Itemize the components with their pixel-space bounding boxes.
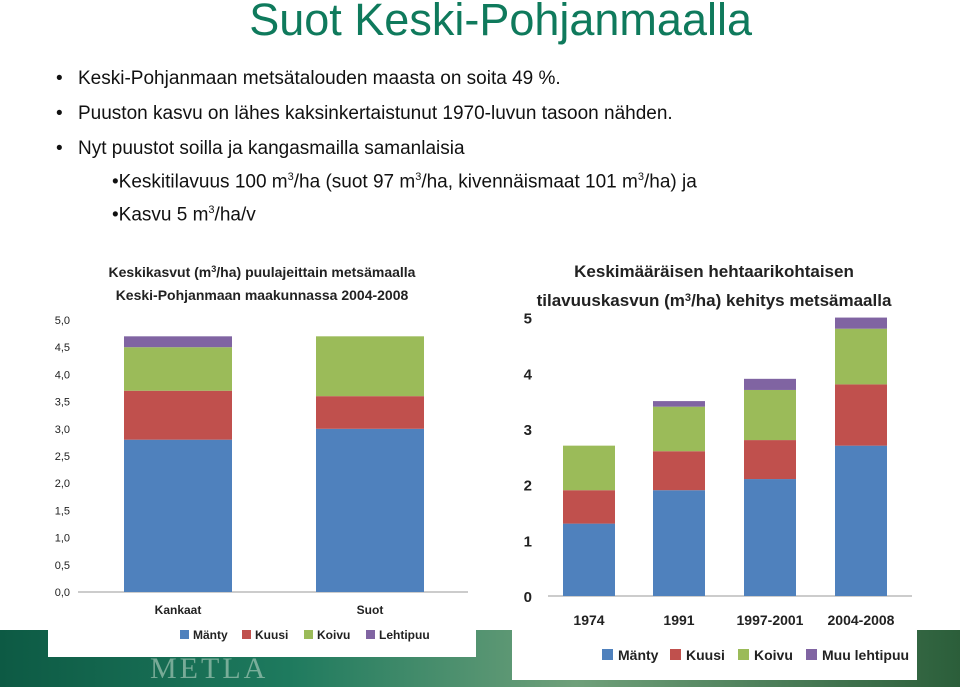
legend-label: Kuusi (255, 628, 288, 642)
bullet-text: Keski-Pohjanmaan metsätalouden maasta on… (78, 68, 561, 89)
y-tick-label: 0,0 (55, 587, 70, 599)
y-tick-label: 3,5 (55, 397, 70, 409)
legend-swatch (670, 649, 681, 660)
y-tick-label: 5,0 (55, 315, 70, 327)
legend-swatch (180, 630, 189, 639)
x-tick-label: 2004-2008 (828, 612, 895, 628)
bullet-dot: • (56, 138, 63, 159)
y-tick-label: 4,0 (55, 369, 70, 381)
sub-bullet-growth: •Kasvu 5 m3/ha/v (112, 204, 256, 226)
y-tick-label: 0,5 (55, 560, 70, 572)
bullet-list: • Keski-Pohjanmaan metsätalouden maasta o… (56, 68, 673, 173)
bar-segment (744, 479, 796, 596)
legend-swatch (304, 630, 313, 639)
bullet-item: • Keski-Pohjanmaan metsätalouden maasta o… (56, 68, 673, 103)
legend-label: Mänty (193, 628, 228, 642)
y-tick-label: 4 (524, 366, 533, 383)
chart-title-line1: Keskikasvut (m3/ha) puulajeittain metsäm… (109, 264, 416, 280)
bar-segment (124, 439, 232, 592)
bar-segment (124, 347, 232, 391)
bar-segment (316, 396, 424, 429)
bullet-item: • Puuston kasvu on lähes kaksinkertaistun… (56, 103, 673, 138)
chart-growth-development: Keskimääräisen hehtaarikohtaisen tilavuus… (524, 262, 912, 663)
x-tick-label: 1991 (663, 612, 694, 628)
bar-segment (316, 336, 424, 397)
y-tick-label: 3,0 (55, 424, 70, 436)
legend-label: Lehtipuu (379, 628, 430, 642)
bullet-dot: • (56, 68, 63, 89)
bar-segment (835, 317, 887, 329)
footer-logo: METLA (150, 652, 269, 685)
sub-bullet-volume: •Keskitilavuus 100 m3/ha (suot 97 m3/ha,… (112, 171, 697, 193)
y-tick-label: 1,0 (55, 533, 70, 545)
y-tick-label: 2 (524, 478, 532, 495)
y-tick-label: 4,5 (55, 342, 70, 354)
legend-label: Kuusi (686, 647, 725, 663)
y-tick-label: 0 (524, 589, 532, 606)
bar-segment (124, 390, 232, 440)
bar-segment (563, 523, 615, 596)
legend-swatch (366, 630, 375, 639)
y-tick-label: 1,5 (55, 505, 70, 517)
chart-title-line1: Keskimääräisen hehtaarikohtaisen (574, 262, 854, 281)
bar-segment (653, 451, 705, 491)
bar-segment (653, 406, 705, 452)
slide-title: Suot Keski-Pohjanmaalla (249, 0, 752, 45)
bar-segment (563, 490, 615, 524)
bar-segment (744, 389, 796, 441)
y-tick-label: 3 (524, 422, 532, 439)
y-tick-label: 2,5 (55, 451, 70, 463)
y-tick-label: 5 (524, 311, 532, 328)
legend-swatch (242, 630, 251, 639)
legend-label: Muu lehtipuu (822, 647, 909, 663)
chart-title-line2: tilavuuskasvun (m3/ha) kehitys metsämaal… (537, 291, 892, 310)
x-tick-label: Suot (357, 603, 384, 617)
legend-swatch (738, 649, 749, 660)
bar-segment (316, 428, 424, 592)
x-tick-label: 1997-2001 (737, 612, 804, 628)
bar-segment (744, 440, 796, 480)
chart-panel-left: Keskikasvut (m3/ha) puulajeittain metsäm… (48, 252, 476, 657)
y-tick-label: 1 (524, 533, 532, 550)
bar-segment (563, 445, 615, 491)
bar-segment (653, 401, 705, 407)
bar-segment (744, 378, 796, 390)
chart-title-line2: Keski-Pohjanmaan maakunnassa 2004-2008 (116, 287, 409, 303)
legend-swatch (806, 649, 817, 660)
legend-label: Koivu (317, 628, 350, 642)
bullet-dot: • (56, 103, 63, 124)
bullet-item: • Nyt puustot soilla ja kangasmailla sama… (56, 138, 673, 173)
legend-label: Mänty (618, 647, 659, 663)
bar-segment (835, 328, 887, 385)
bullet-text: Puuston kasvu on lähes kaksinkertaistunu… (78, 103, 673, 124)
x-tick-label: Kankaat (155, 603, 202, 617)
bar-segment (124, 336, 232, 348)
legend-swatch (602, 649, 613, 660)
bullet-text: Nyt puustot soilla ja kangasmailla saman… (78, 138, 465, 159)
bar-segment (653, 490, 705, 596)
chart-species-growth: Keskikasvut (m3/ha) puulajeittain metsäm… (55, 264, 468, 642)
legend-label: Koivu (754, 647, 793, 663)
bar-segment (835, 445, 887, 596)
bar-segment (835, 384, 887, 446)
x-tick-label: 1974 (573, 612, 604, 628)
y-tick-label: 2,0 (55, 478, 70, 490)
chart-panel-right: Keskimääräisen hehtaarikohtaisen tilavuus… (512, 252, 917, 680)
